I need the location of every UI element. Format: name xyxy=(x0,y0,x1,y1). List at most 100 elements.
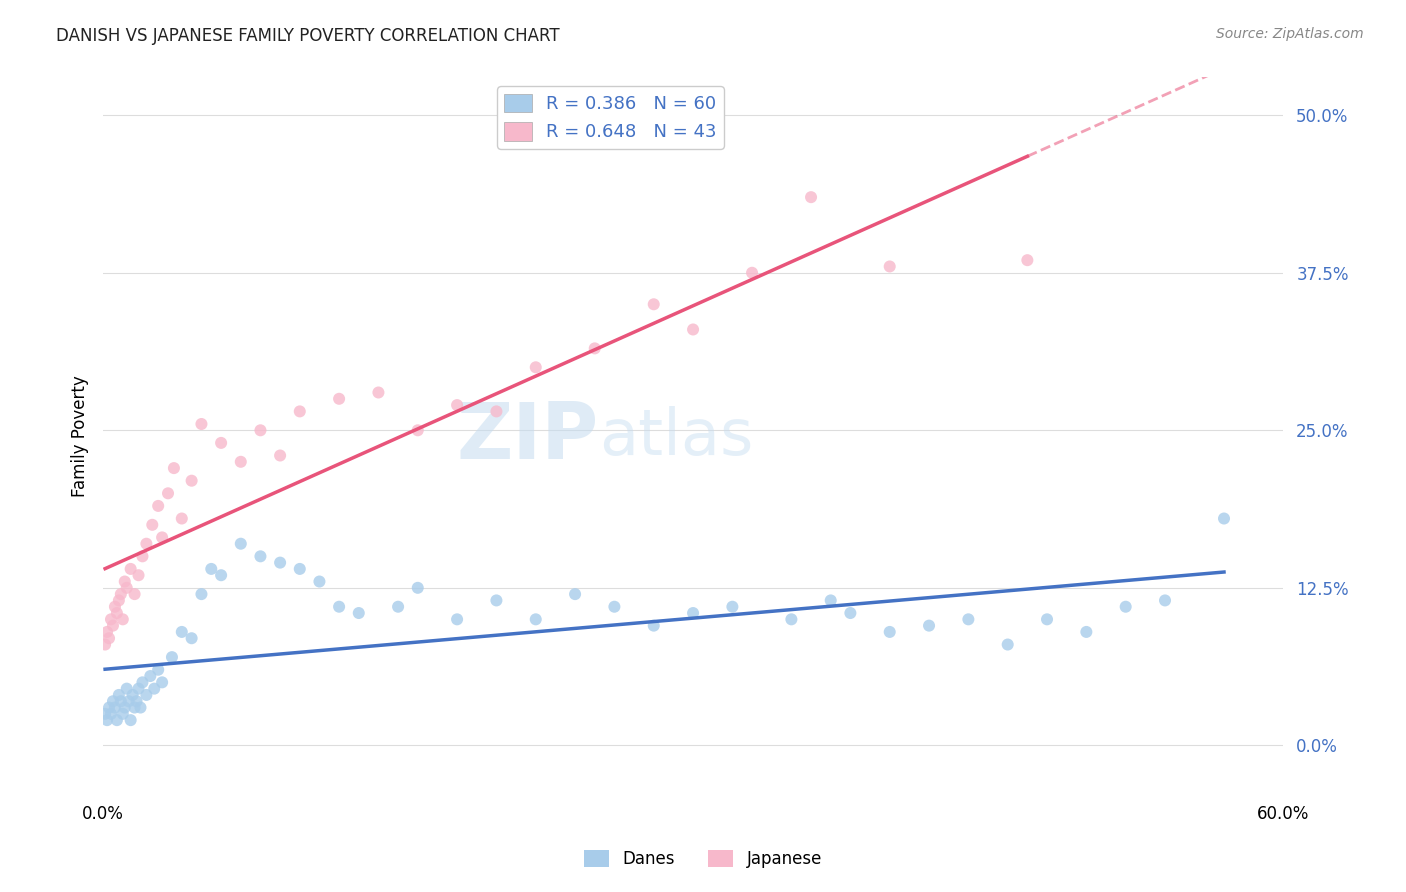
Point xyxy=(839,606,862,620)
Point xyxy=(524,360,547,375)
Text: atlas: atlas xyxy=(599,406,754,467)
Point xyxy=(160,650,183,665)
Point xyxy=(229,537,252,551)
Point xyxy=(115,681,138,696)
Point xyxy=(170,511,193,525)
Point xyxy=(524,612,547,626)
Point xyxy=(446,398,468,412)
Point xyxy=(96,713,118,727)
Point xyxy=(209,568,232,582)
Legend: R = 0.386   N = 60, R = 0.648   N = 43: R = 0.386 N = 60, R = 0.648 N = 43 xyxy=(498,87,724,149)
Point xyxy=(150,675,173,690)
Point xyxy=(367,385,389,400)
Point xyxy=(200,562,222,576)
Point xyxy=(131,675,153,690)
Point xyxy=(406,423,429,437)
Point xyxy=(105,713,128,727)
Point xyxy=(269,449,291,463)
Point xyxy=(741,266,763,280)
Point xyxy=(583,342,606,356)
Text: ZIP: ZIP xyxy=(457,399,599,475)
Point xyxy=(114,700,136,714)
Point xyxy=(1213,511,1236,525)
Text: DANISH VS JAPANESE FAMILY POVERTY CORRELATION CHART: DANISH VS JAPANESE FAMILY POVERTY CORREL… xyxy=(56,27,560,45)
Point xyxy=(94,706,117,721)
Point xyxy=(143,681,166,696)
Point xyxy=(229,455,252,469)
Point xyxy=(108,593,131,607)
Point xyxy=(148,663,170,677)
Point xyxy=(820,593,842,607)
Point xyxy=(643,297,665,311)
Point xyxy=(105,606,128,620)
Point xyxy=(190,417,212,431)
Point xyxy=(128,568,150,582)
Point xyxy=(100,706,122,721)
Point xyxy=(446,612,468,626)
Point xyxy=(269,556,291,570)
Point xyxy=(190,587,212,601)
Point xyxy=(406,581,429,595)
Point xyxy=(104,599,127,614)
Point xyxy=(170,624,193,639)
Point xyxy=(104,700,127,714)
Point xyxy=(101,694,124,708)
Point xyxy=(98,632,121,646)
Point xyxy=(98,700,121,714)
Point xyxy=(148,499,170,513)
Point xyxy=(918,618,941,632)
Point xyxy=(101,618,124,632)
Point xyxy=(111,612,134,626)
Point xyxy=(131,549,153,564)
Point xyxy=(879,260,901,274)
Point xyxy=(347,606,370,620)
Point xyxy=(180,632,202,646)
Point xyxy=(141,517,163,532)
Point xyxy=(288,562,311,576)
Point xyxy=(387,599,409,614)
Point xyxy=(682,322,704,336)
Point xyxy=(111,706,134,721)
Point xyxy=(120,713,142,727)
Point xyxy=(135,537,157,551)
Point xyxy=(96,624,118,639)
Point xyxy=(564,587,586,601)
Point xyxy=(124,587,146,601)
Point xyxy=(1036,612,1059,626)
Point xyxy=(124,700,146,714)
Point xyxy=(249,549,271,564)
Point xyxy=(157,486,180,500)
Point xyxy=(209,436,232,450)
Point xyxy=(125,694,148,708)
Point xyxy=(120,562,142,576)
Point xyxy=(1076,624,1098,639)
Point xyxy=(163,461,186,475)
Point xyxy=(721,599,744,614)
Point xyxy=(114,574,136,589)
Point xyxy=(100,612,122,626)
Point xyxy=(997,638,1019,652)
Point xyxy=(682,606,704,620)
Point xyxy=(328,599,350,614)
Point xyxy=(957,612,980,626)
Point xyxy=(1115,599,1137,614)
Point xyxy=(485,404,508,418)
Point xyxy=(121,688,143,702)
Point xyxy=(110,587,132,601)
Point xyxy=(879,624,901,639)
Point xyxy=(108,688,131,702)
Point xyxy=(150,530,173,544)
Point xyxy=(643,618,665,632)
Point xyxy=(118,694,141,708)
Point xyxy=(800,190,823,204)
Point xyxy=(1017,253,1039,268)
Point xyxy=(129,700,152,714)
Point xyxy=(780,612,803,626)
Point xyxy=(485,593,508,607)
Point xyxy=(128,681,150,696)
Point xyxy=(328,392,350,406)
Point xyxy=(139,669,162,683)
Point xyxy=(180,474,202,488)
Text: Source: ZipAtlas.com: Source: ZipAtlas.com xyxy=(1216,27,1364,41)
Point xyxy=(115,581,138,595)
